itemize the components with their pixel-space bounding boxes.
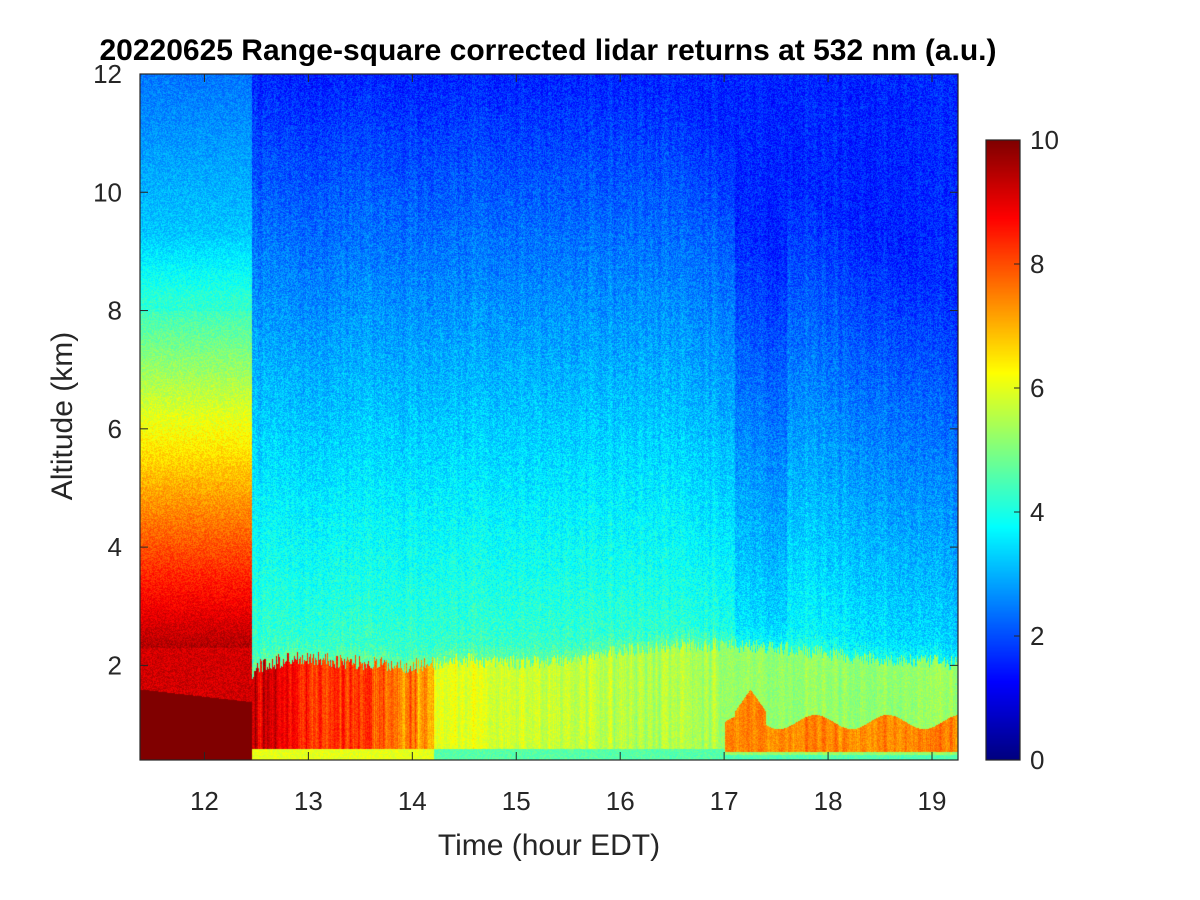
colorbar-tick-label: 2 (1030, 621, 1044, 651)
x-tick-label: 15 (502, 786, 531, 816)
y-tick-label: 2 (108, 650, 122, 680)
colorbar-tick-label: 8 (1030, 249, 1044, 279)
x-tick-label: 12 (190, 786, 219, 816)
colorbar-tick-label: 10 (1030, 125, 1059, 155)
y-tick-label: 10 (93, 177, 122, 207)
heatmap-image (140, 74, 958, 760)
colorbar: 0 2 4 6 8 10 (985, 125, 1059, 775)
x-tick-label: 18 (814, 786, 843, 816)
x-tick-label: 17 (710, 786, 739, 816)
y-tick-label: 6 (108, 414, 122, 444)
colorbar-tick-label: 4 (1030, 497, 1044, 527)
x-tick-label: 19 (918, 786, 947, 816)
colorbar-tick-label: 6 (1030, 373, 1044, 403)
x-tick-label: 13 (294, 786, 323, 816)
plot-area (139, 73, 959, 761)
colorbar-ticks: 0 2 4 6 8 10 (1014, 125, 1059, 775)
y-axis: 2 4 6 8 10 12 (93, 59, 958, 680)
y-tick-label: 4 (108, 532, 122, 562)
x-axis: 12 13 14 15 16 17 18 19 (190, 74, 946, 816)
chart-title: 20220625 Range-square corrected lidar re… (99, 34, 996, 67)
colorbar-frame (985, 139, 1021, 761)
y-tick-label: 8 (108, 296, 122, 326)
x-tick-label: 16 (606, 786, 635, 816)
plot-frame (139, 73, 959, 761)
x-tick-label: 14 (398, 786, 427, 816)
y-axis-label: Altitude (km) (46, 332, 79, 500)
colorbar-tick-label: 0 (1030, 745, 1044, 775)
x-axis-label: Time (hour EDT) (438, 829, 660, 862)
y-tick-label: 12 (93, 59, 122, 89)
colorbar-gradient (986, 140, 1020, 760)
